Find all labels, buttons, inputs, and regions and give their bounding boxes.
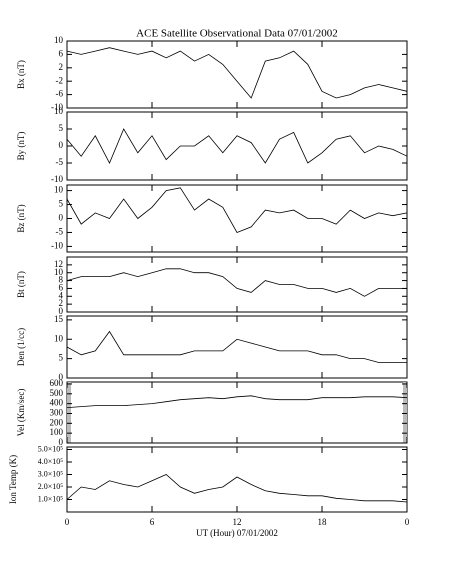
y-tick-label: -10 xyxy=(51,174,63,184)
panel-frame xyxy=(66,381,408,444)
y-tick-label: -5 xyxy=(56,227,64,237)
x-tick-label: 12 xyxy=(233,517,242,527)
y-axis-label: Bz (nT) xyxy=(16,204,26,232)
y-tick-label: -10 xyxy=(51,102,63,112)
y-tick-label: 10 xyxy=(54,185,64,195)
y-tick-label: 0 xyxy=(59,140,64,150)
y-tick-label: 4.0×10⁵ xyxy=(38,457,64,466)
data-gap xyxy=(403,382,407,443)
y-tick-label: -5 xyxy=(56,157,64,167)
data-line xyxy=(66,330,407,363)
y-tick-label: 2.0×10⁵ xyxy=(38,482,64,491)
y-tick-label: 10 xyxy=(54,267,64,277)
y-axis-label: Bx (nT) xyxy=(16,60,26,89)
y-axis-label: By (nT) xyxy=(16,132,26,161)
y-tick-label: 0 xyxy=(59,213,64,223)
x-tick-label: 0 xyxy=(65,517,70,527)
y-axis-label: Vel (Km/sec) xyxy=(16,389,26,437)
y-axis-label: Den (1/cc) xyxy=(16,328,26,366)
y-tick-label: 600 xyxy=(50,378,64,388)
y-axis-label: Ion Temp (K) xyxy=(8,455,18,504)
chart-title: ACE Satellite Observational Data 07/01/2… xyxy=(136,28,338,40)
y-tick-label: 0 xyxy=(59,437,64,447)
data-line xyxy=(66,395,408,408)
y-tick-label: 6 xyxy=(59,282,64,292)
y-tick-label: 2 xyxy=(59,298,64,308)
y-tick-label: -2 xyxy=(56,75,64,85)
y-tick-label: 10 xyxy=(54,106,64,116)
data-gap xyxy=(67,382,71,443)
panel-frame xyxy=(66,256,408,313)
data-line xyxy=(66,268,407,297)
data-line xyxy=(66,47,408,99)
data-line xyxy=(66,187,408,233)
y-tick-label: 12 xyxy=(54,259,63,269)
y-tick-label: 2 xyxy=(59,62,64,72)
y-tick-label: 5 xyxy=(59,123,64,133)
data-line xyxy=(66,128,408,164)
panel-frame xyxy=(66,111,408,181)
y-tick-label: 6 xyxy=(59,48,64,58)
panel-frame xyxy=(66,184,408,253)
data-line xyxy=(66,474,408,503)
y-tick-label: 400 xyxy=(50,398,64,408)
x-tick-label: 18 xyxy=(318,517,328,527)
y-tick-label: 100 xyxy=(50,427,64,437)
y-tick-label: 1.0×10⁵ xyxy=(38,494,64,503)
y-tick-label: 3.0×10⁵ xyxy=(38,469,64,478)
y-axis-label: Bt (nT) xyxy=(16,271,26,298)
y-tick-label: -6 xyxy=(56,89,64,99)
y-tick-label: 15 xyxy=(54,314,64,324)
y-tick-label: 5 xyxy=(59,199,64,209)
y-tick-label: -10 xyxy=(51,240,63,250)
y-tick-label: 0 xyxy=(59,372,64,382)
x-axis-label: UT (Hour) 07/01/2002 xyxy=(196,528,278,538)
x-tick-label: 6 xyxy=(150,517,155,527)
y-tick-label: 8 xyxy=(59,275,64,285)
y-tick-label: 300 xyxy=(50,408,64,418)
x-tick-label: 0 xyxy=(405,517,410,527)
y-tick-label: 10 xyxy=(54,333,64,343)
y-tick-label: 0 xyxy=(59,306,64,316)
y-tick-label: 5.0×10⁵ xyxy=(38,444,64,453)
panel-frame xyxy=(66,446,408,513)
y-tick-label: 4 xyxy=(59,290,64,300)
panel-frame xyxy=(66,40,408,109)
y-tick-label: 200 xyxy=(50,417,64,427)
y-tick-label: 500 xyxy=(50,388,64,398)
y-tick-label: 10 xyxy=(54,35,64,45)
y-tick-label: 5 xyxy=(59,353,64,363)
panel-frame xyxy=(66,315,408,379)
